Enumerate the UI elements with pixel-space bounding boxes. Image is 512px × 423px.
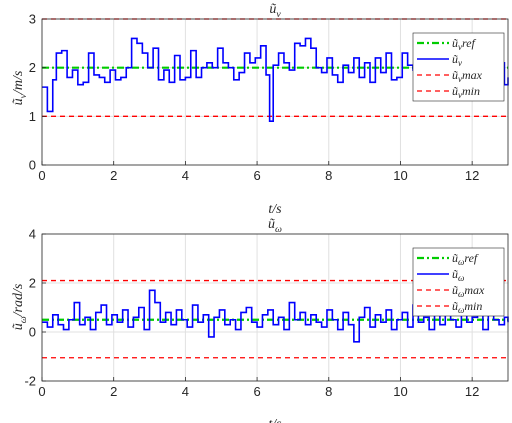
chart-1: 0 2 4 6 8 10 120123ũvt/sũv/m/sũvrefũvũvmaxũvmi…	[11, 2, 509, 217]
legend-label: ũvref	[452, 36, 477, 52]
x-tick-label: 2	[110, 168, 117, 183]
y-axis-label: ũω/rad/s	[11, 283, 29, 330]
legend-label: ũω	[452, 267, 464, 283]
legend-box	[412, 32, 505, 102]
x-axis-label: t/s	[268, 202, 282, 217]
y-tick-label: 0	[29, 158, 36, 173]
y-tick-label: 1	[29, 109, 36, 124]
chart-title: ũω	[268, 217, 282, 235]
x-tick-label: 6	[253, 384, 260, 399]
x-tick-label: 0	[38, 168, 45, 183]
x-tick-label: 6	[253, 168, 260, 183]
y-tick-label: 0	[29, 325, 36, 340]
y-tick-label: 2	[29, 60, 36, 75]
x-tick-label: 2	[110, 384, 117, 399]
legend-label: ũv	[452, 52, 462, 68]
legend-label: ũvmax	[452, 68, 483, 84]
chart-title: ũv	[269, 2, 281, 20]
y-axis-label: ũv/m/s	[11, 70, 29, 105]
x-tick-label: 12	[465, 384, 479, 399]
y-tick-label: 2	[29, 276, 36, 291]
x-tick-label: 0	[38, 384, 45, 399]
legend-label: ũvmin	[452, 84, 480, 100]
chart-2: 024681012-2024ũωt/sũω/rad/sũωrefũωũωmaxũ…	[11, 217, 509, 423]
legend-label: ũωmin	[452, 299, 482, 315]
series-line	[42, 289, 509, 343]
y-tick-label: 3	[29, 12, 36, 27]
x-tick-label: 12	[465, 168, 479, 183]
x-tick-label: 10	[393, 168, 407, 183]
x-tick-label: 8	[325, 384, 332, 399]
legend-box	[412, 247, 505, 317]
legend-label: ũωmax	[452, 283, 485, 299]
axes-box	[41, 18, 509, 166]
axes-box	[41, 233, 509, 382]
x-tick-label: 4	[182, 384, 189, 399]
x-axis-label: t/s	[268, 417, 282, 423]
legend-label: ũωref	[452, 251, 479, 267]
y-tick-label: 4	[29, 227, 36, 242]
x-tick-label: 4	[182, 168, 189, 183]
x-tick-label: 8	[325, 168, 332, 183]
x-tick-label: 10	[393, 384, 407, 399]
y-tick-label: -2	[24, 374, 36, 389]
